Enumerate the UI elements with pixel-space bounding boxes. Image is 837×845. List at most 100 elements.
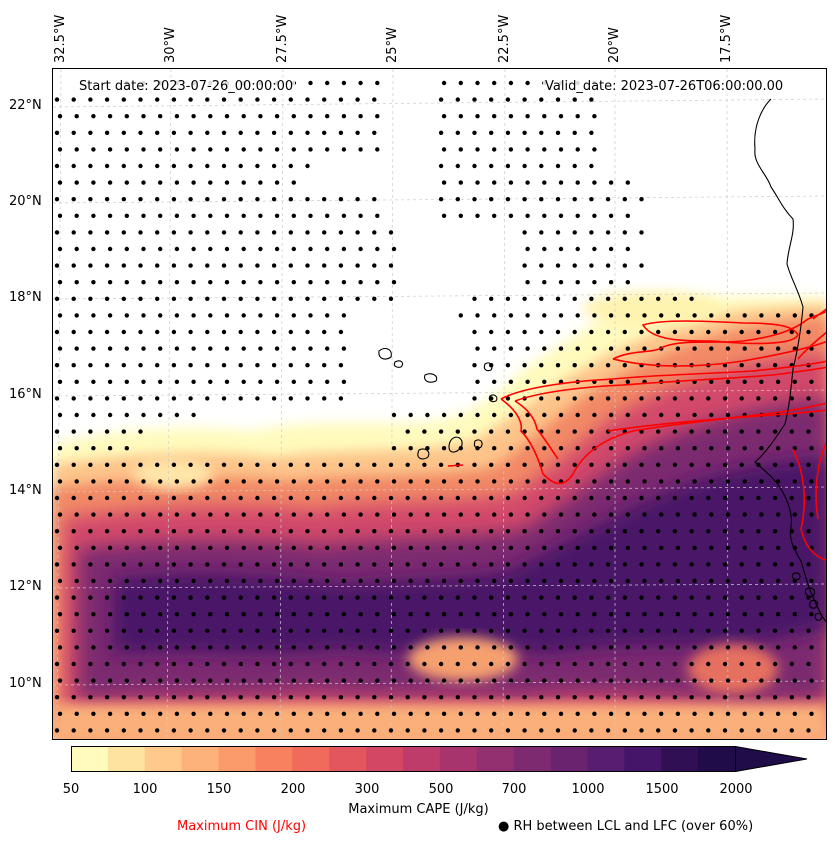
rh-dot [171, 628, 177, 633]
rh-dot [338, 197, 344, 202]
rh-dot [522, 595, 527, 600]
rh-dot [689, 661, 694, 667]
rh-dot [174, 578, 180, 584]
rh-dot [288, 396, 293, 401]
coastline [378, 98, 826, 623]
rh-dot [572, 197, 577, 202]
rh-dot [171, 130, 177, 135]
coastal-islands [791, 572, 823, 621]
rh-dot [291, 379, 296, 384]
colorbar-extend-outline [734, 746, 808, 772]
rh-dot [608, 346, 614, 351]
rh-dot [54, 529, 60, 534]
rh-dot [656, 562, 661, 567]
rh-dot [475, 711, 480, 716]
rh-dot [188, 230, 193, 235]
rh-dot [54, 628, 60, 633]
rh-dot [806, 562, 811, 567]
rh-dot [325, 114, 330, 119]
rh-dot [525, 379, 530, 384]
rh-dot [271, 97, 277, 102]
cape-verde-island [448, 436, 463, 453]
rh-dot [625, 678, 630, 683]
rh-dot [542, 213, 547, 218]
rh-dot [171, 529, 177, 534]
rh-dot [158, 213, 163, 218]
rh-dot [54, 495, 60, 501]
rh-dot [408, 578, 413, 584]
rh-dot [642, 545, 647, 550]
rh-dot [622, 595, 627, 600]
colorbar-tick-2000: 2000 [719, 782, 753, 797]
rh-dot [455, 130, 460, 135]
rh-dot [656, 595, 661, 600]
rh-dot [542, 379, 547, 384]
rh-dot [205, 628, 210, 633]
rh-dot [408, 612, 413, 617]
rh-dot [675, 545, 681, 550]
rh-dot [338, 97, 344, 102]
rh-dot [355, 661, 360, 667]
rh-dot [322, 495, 327, 501]
rh-dot [221, 661, 227, 667]
rh-dot [271, 296, 277, 301]
rh-dot [155, 495, 160, 501]
rh-dot [124, 412, 129, 418]
rh-dot [505, 495, 511, 501]
rh-dot [341, 578, 347, 584]
rh-dot [341, 213, 347, 218]
rh-dot [325, 545, 330, 550]
rh-dot [575, 512, 580, 517]
rh-dot [255, 728, 260, 733]
rh-dot [71, 628, 76, 633]
rh-dot [589, 296, 594, 301]
rh-dot [592, 346, 597, 351]
rh-dot [174, 545, 180, 550]
rh-dot [188, 462, 193, 467]
rh-dot [622, 197, 627, 202]
rh-dot [656, 495, 661, 501]
rh-dot [806, 396, 811, 401]
rh-dot [505, 130, 511, 135]
rh-dot [592, 578, 597, 584]
rh-dot [338, 661, 344, 667]
rh-dot [54, 429, 60, 434]
rh-dot [57, 645, 63, 650]
rh-dot [325, 711, 330, 716]
rh-dot [441, 612, 447, 617]
rh-dot [458, 645, 463, 650]
rh-dot [542, 147, 547, 152]
rh-dot [408, 446, 413, 451]
rh-dot [605, 661, 611, 667]
rh-dot [575, 645, 580, 650]
rh-dot [789, 661, 794, 667]
rh-dot [188, 562, 193, 567]
rh-dot [789, 396, 794, 401]
rh-dot [124, 479, 129, 484]
rh-dot [742, 578, 747, 584]
rh-dot [54, 197, 60, 202]
rh-dot [372, 97, 377, 102]
rh-dot [739, 363, 744, 368]
rh-stipple-dots [54, 80, 814, 733]
rh-dot [422, 429, 427, 434]
rh-dot [472, 695, 477, 700]
rh-dot [639, 396, 644, 401]
rh-dot [441, 545, 447, 550]
rh-dot [555, 230, 561, 235]
rh-dot [104, 329, 110, 335]
rh-dot [221, 728, 227, 733]
rh-dot [608, 280, 614, 285]
rh-dot [124, 512, 129, 517]
rh-dot [104, 661, 110, 667]
rh-dot [372, 263, 377, 268]
rh-dot [158, 545, 163, 550]
rh-dot [107, 678, 113, 683]
rh-dot [425, 711, 430, 716]
rh-dot [772, 562, 778, 567]
rh-dot [438, 628, 444, 633]
rh-dot [171, 462, 177, 467]
rh-dot [472, 396, 477, 401]
rh-dot [88, 661, 93, 667]
rh-dot [558, 545, 564, 550]
